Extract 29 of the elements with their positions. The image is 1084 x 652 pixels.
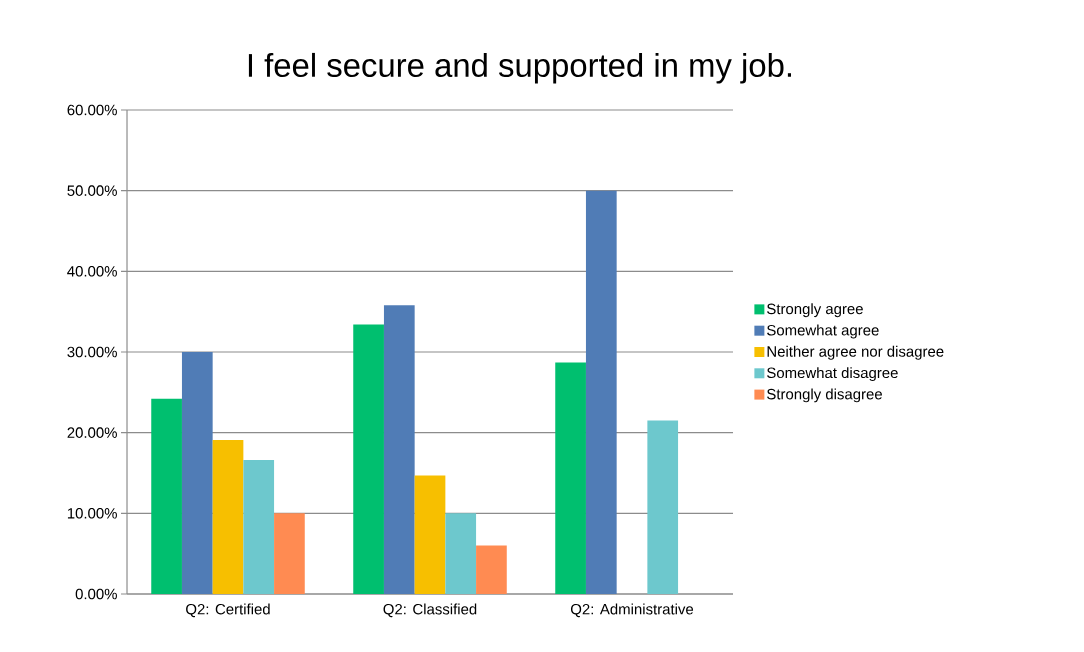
bar <box>353 324 384 594</box>
bar <box>414 475 446 594</box>
chart-title: I feel secure and supported in my job. <box>248 52 792 84</box>
bar <box>383 305 415 594</box>
y-tick-label: 0.00% <box>75 588 117 600</box>
y-tick-label: 50.00% <box>67 185 117 196</box>
bar <box>181 351 213 594</box>
y-tick-label: 20.00% <box>67 427 117 438</box>
legend-label: Strongly disagree <box>767 388 882 403</box>
x-tick-label: Q2: Classified <box>383 603 477 618</box>
bar <box>151 398 182 594</box>
legend-label: Neither agree nor disagree <box>767 345 944 360</box>
bar <box>243 460 275 594</box>
bar <box>445 513 477 594</box>
y-tick-label: 30.00% <box>67 346 117 358</box>
legend-label: Somewhat agree <box>767 324 879 339</box>
bar <box>212 439 244 594</box>
legend-label: Somewhat disagree <box>767 367 898 382</box>
y-tick-label: 40.00% <box>67 266 117 277</box>
legend-label: Strongly agree <box>767 303 863 318</box>
x-tick-label: Q2: Administrative <box>570 603 694 618</box>
bar <box>647 420 679 594</box>
y-tick-label: 10.00% <box>67 508 117 519</box>
bar <box>555 362 586 594</box>
bar <box>476 545 507 594</box>
x-tick-label: Q2: Certified <box>186 603 270 618</box>
bar <box>274 513 305 594</box>
bar <box>585 190 617 594</box>
y-tick-label: 60.00% <box>67 104 117 116</box>
